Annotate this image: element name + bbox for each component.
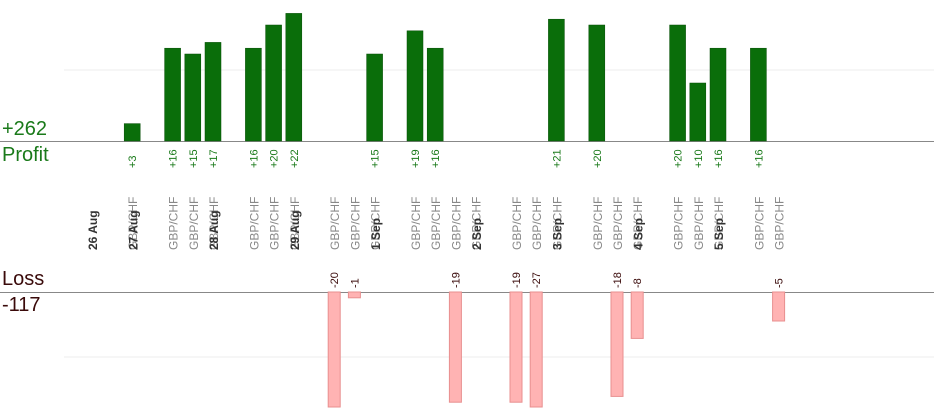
pair-label: GBP/CHF <box>126 197 140 250</box>
profit-bar <box>406 30 424 142</box>
profit-value-label: +3 <box>127 155 139 168</box>
loss-bar <box>448 291 462 403</box>
profit-value-label: +21 <box>551 149 563 168</box>
profit-bar <box>588 24 606 142</box>
pair-label: GBP/CHF <box>288 197 302 250</box>
date-label: 26 Aug <box>86 210 100 250</box>
loss-bar <box>772 291 786 322</box>
pair-label: GBP/CHF <box>773 197 787 250</box>
profit-bar <box>669 24 686 142</box>
pair-label: GBP/CHF <box>510 197 524 250</box>
loss-bar <box>610 291 624 397</box>
loss-value-label: -18 <box>612 272 624 288</box>
loss-value-label: -8 <box>632 278 644 288</box>
pair-label: GBP/CHF <box>429 197 443 250</box>
profit-bar <box>750 47 767 142</box>
pair-label: GBP/CHF <box>752 197 766 250</box>
pair-label: GBP/CHF <box>348 197 362 250</box>
loss-value-label: -27 <box>531 272 543 288</box>
date-label: 2 Sep <box>470 218 484 250</box>
profit-bar <box>204 42 222 142</box>
pair-label: GBP/CHF <box>449 197 463 250</box>
profit-value-label: +20 <box>673 149 685 168</box>
loss-value-label: -19 <box>511 272 523 288</box>
profit-bar <box>285 13 303 142</box>
profit-bar <box>164 47 181 142</box>
profit-bar <box>689 82 707 142</box>
pair-label: GBP/CHF <box>167 197 181 250</box>
profit-value-label: +20 <box>592 149 604 168</box>
pair-label: GBP/CHF <box>187 197 201 250</box>
pair-label: GBP/CHF <box>369 197 383 250</box>
profit-bar <box>184 53 202 142</box>
pair-label: GBP/CHF <box>328 197 342 250</box>
date-label: 27 Aug <box>126 210 140 250</box>
profit-bar <box>245 47 262 142</box>
pair-label: GBP/CHF <box>268 197 282 250</box>
profit-value-label: +15 <box>370 149 382 168</box>
profit-value-label: +16 <box>430 149 442 168</box>
profit-value-label: +15 <box>188 149 200 168</box>
profit-bar <box>426 47 444 142</box>
loss-value-label: -20 <box>329 272 341 288</box>
date-label: 3 Sep <box>551 218 565 250</box>
loss-bar <box>630 291 644 339</box>
profit-value-label: +16 <box>713 149 725 168</box>
pair-label: GBP/CHF <box>692 197 706 250</box>
profit-bar <box>548 18 565 142</box>
loss-value-label: -1 <box>349 278 361 288</box>
profit-value-label: +20 <box>269 149 281 168</box>
pair-label: GBP/CHF <box>672 197 686 250</box>
profit-bar <box>709 47 727 142</box>
profit-bar <box>265 24 282 142</box>
profit-value-label: +22 <box>289 149 301 168</box>
date-label: 1 Sep <box>369 218 383 250</box>
date-label: 4 Sep <box>631 218 645 250</box>
loss-bar <box>529 291 543 408</box>
profit-label: Profit <box>2 144 49 166</box>
loss-value-label: -5 <box>774 278 786 288</box>
pair-label: GBP/CHF <box>207 197 221 250</box>
pair-label: GBP/CHF <box>591 197 605 250</box>
pair-label: GBP/CHF <box>409 197 423 250</box>
profit-value-label: +10 <box>693 149 705 168</box>
pair-label: GBP/CHF <box>530 197 544 250</box>
loss-label: Loss <box>2 268 45 290</box>
profit-total: +262 <box>2 118 48 140</box>
profit-value-label: +19 <box>410 149 422 168</box>
profit-bar <box>123 123 141 142</box>
profit-value-label: +16 <box>248 149 260 168</box>
pair-label: GBP/CHF <box>247 197 261 250</box>
pair-label: GBP/CHF <box>550 197 564 250</box>
date-label: 5 Sep <box>712 218 726 250</box>
date-label: 29 Aug <box>288 210 302 250</box>
profit-value-label: +17 <box>208 149 220 168</box>
profit-value-label: +16 <box>753 149 765 168</box>
pair-label: GBP/CHF <box>631 197 645 250</box>
profit-bar <box>366 53 383 142</box>
loss-total: -117 <box>2 294 41 316</box>
loss-bar <box>347 291 361 299</box>
pair-label: GBP/CHF <box>712 197 726 250</box>
loss-bar <box>327 291 341 408</box>
pair-label: GBP/CHF <box>470 197 484 250</box>
profit-value-label: +16 <box>168 149 180 168</box>
date-label: 28 Aug <box>207 210 221 250</box>
pair-label: GBP/CHF <box>611 197 625 250</box>
loss-value-label: -19 <box>450 272 462 288</box>
loss-bar <box>509 291 523 403</box>
